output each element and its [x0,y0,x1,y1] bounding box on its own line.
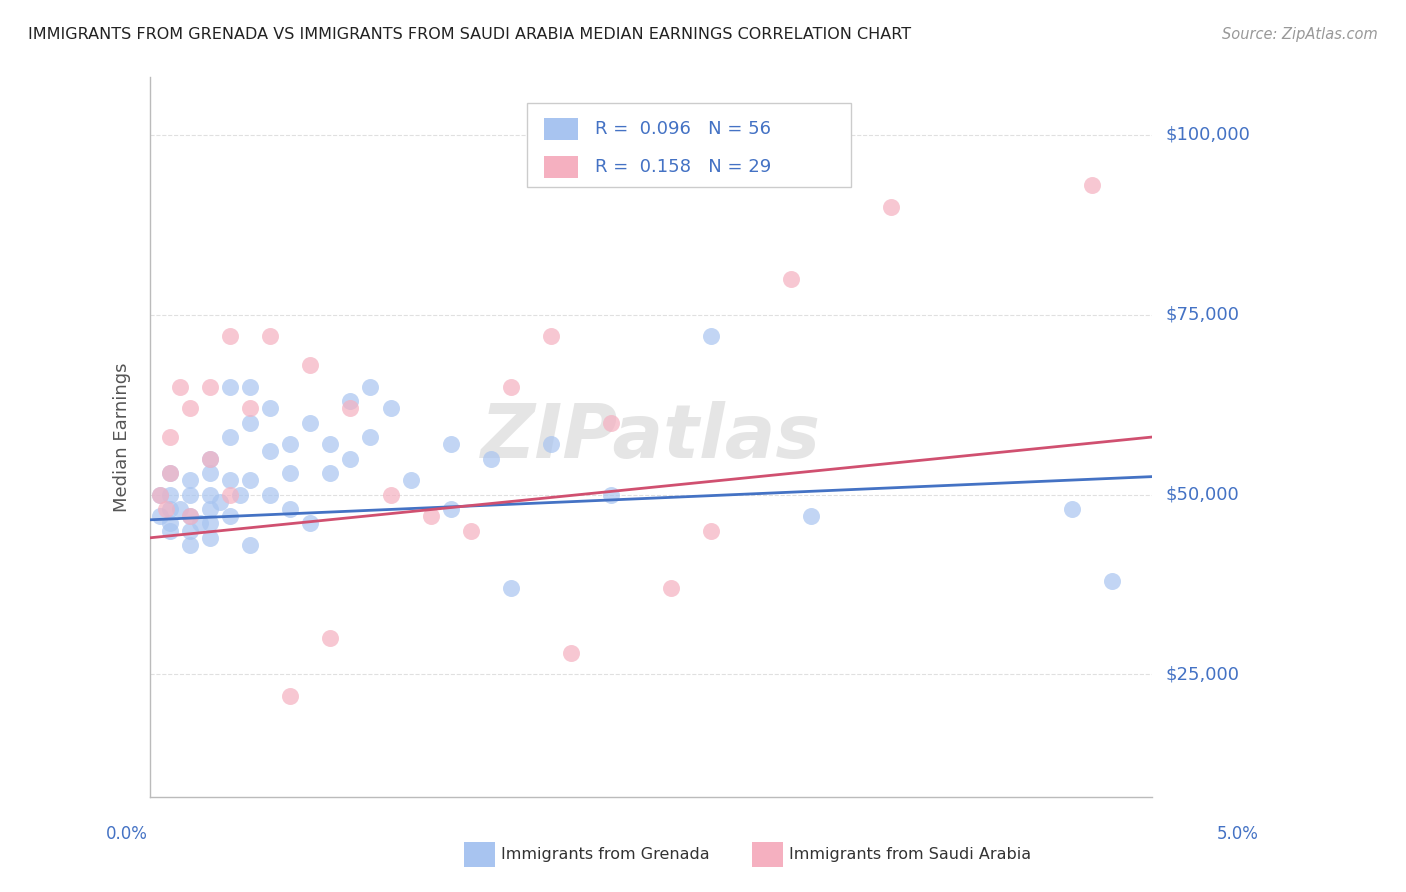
Point [540,329,562,343]
Text: 5.0%: 5.0% [1216,825,1258,843]
Point [159,488,181,502]
Point [239,401,262,416]
Point [200,380,222,394]
Point [880,200,903,214]
Point [159,502,181,516]
Point [419,509,441,524]
Point [540,437,562,451]
Point [219,509,242,524]
Point [599,488,621,502]
Point [239,416,262,430]
Point [200,488,222,502]
Point [159,516,181,531]
Point [499,380,522,394]
Point [299,516,322,531]
Point [169,502,191,516]
Point [239,538,262,552]
Point [380,488,402,502]
Point [179,538,201,552]
Point [460,524,482,538]
Point [200,502,222,516]
Point [179,473,201,487]
Point [259,488,281,502]
Point [439,502,461,516]
Point [319,632,342,646]
Point [200,451,222,466]
Point [200,516,222,531]
Point [159,466,181,480]
Point [399,473,422,487]
Text: Source: ZipAtlas.com: Source: ZipAtlas.com [1222,27,1378,42]
Point [299,416,322,430]
Point [159,430,181,444]
Point [188,516,211,531]
Text: R =  0.096   N = 56: R = 0.096 N = 56 [595,120,770,138]
Point [1080,178,1102,193]
Point [360,430,382,444]
Point [339,394,361,409]
Point [1101,574,1123,588]
Point [219,473,242,487]
Point [700,329,723,343]
Point [380,401,402,416]
Point [319,466,342,480]
Point [169,380,191,394]
Point [159,524,181,538]
Point [239,380,262,394]
Point [339,451,361,466]
Point [479,451,502,466]
Text: $100,000: $100,000 [1166,126,1250,144]
Text: Immigrants from Grenada: Immigrants from Grenada [501,847,709,862]
Point [159,466,181,480]
Point [149,488,172,502]
Point [200,451,222,466]
Point [700,524,723,538]
Point [179,524,201,538]
Point [800,509,823,524]
Point [280,466,302,480]
Point [339,401,361,416]
Point [659,581,682,595]
Text: IMMIGRANTS FROM GRENADA VS IMMIGRANTS FROM SAUDI ARABIA MEDIAN EARNINGS CORRELAT: IMMIGRANTS FROM GRENADA VS IMMIGRANTS FR… [28,27,911,42]
Point [179,509,201,524]
Point [155,502,177,516]
Point [499,581,522,595]
Point [299,358,322,372]
Point [280,502,302,516]
Point [219,488,242,502]
Point [780,272,803,286]
Point [259,401,281,416]
Point [179,401,201,416]
Text: Immigrants from Saudi Arabia: Immigrants from Saudi Arabia [789,847,1031,862]
Point [219,380,242,394]
Text: $75,000: $75,000 [1166,306,1240,324]
Text: ZIPatlas: ZIPatlas [481,401,821,474]
Point [209,495,232,509]
Y-axis label: Median Earnings: Median Earnings [114,362,131,512]
Point [280,689,302,703]
Point [229,488,252,502]
Point [179,488,201,502]
Point [360,380,382,394]
Point [259,329,281,343]
Point [200,531,222,545]
Point [319,437,342,451]
Point [239,473,262,487]
Point [219,430,242,444]
Point [149,488,172,502]
Text: R =  0.158   N = 29: R = 0.158 N = 29 [595,158,770,176]
Point [219,329,242,343]
Point [280,437,302,451]
Point [560,646,582,660]
Point [439,437,461,451]
Point [1060,502,1083,516]
Text: $25,000: $25,000 [1166,665,1240,683]
Text: 0.0%: 0.0% [105,825,148,843]
Point [200,466,222,480]
Point [149,509,172,524]
Point [599,416,621,430]
Text: $50,000: $50,000 [1166,485,1239,504]
Point [259,444,281,458]
Point [179,509,201,524]
